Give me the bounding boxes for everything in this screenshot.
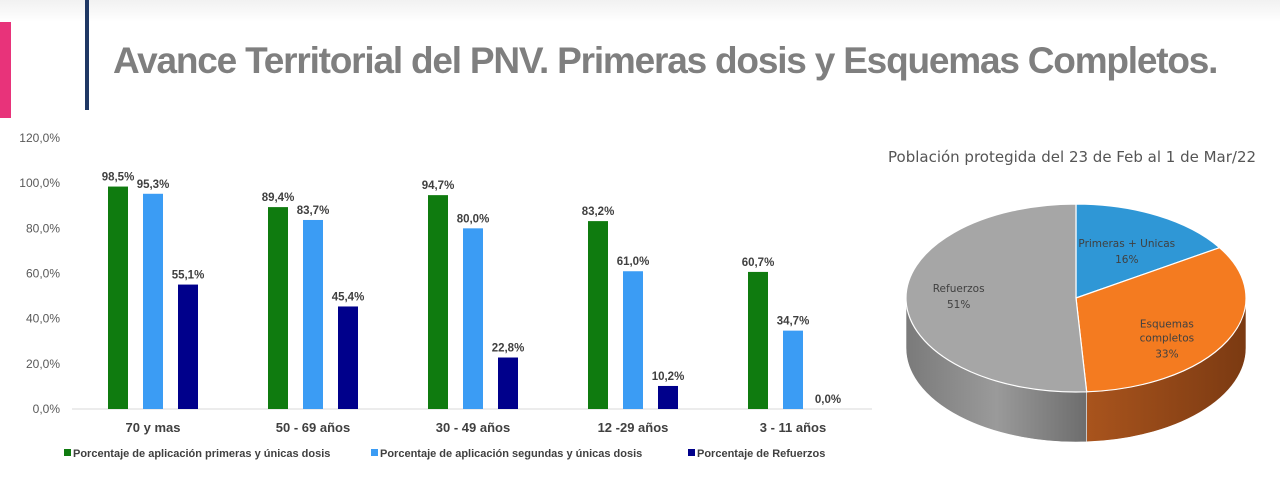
bar-2-4 [623,271,643,409]
data-label: 55,1% [172,270,205,282]
pie-chart-title: Población protegida del 23 de Feb al 1 d… [888,148,1257,166]
legend-swatch [64,449,71,456]
data-label: 22,8% [492,343,525,355]
bar-2-3 [463,228,483,409]
data-label: 83,7% [297,205,330,217]
y-tick-label: 40,0% [26,312,60,326]
category-label: 30 - 49 años [436,420,510,435]
data-label: 60,7% [742,257,775,269]
y-tick-label: 20,0% [26,357,60,371]
category-label: 3 - 11 años [760,420,826,435]
bar-3-4 [658,385,678,409]
title-divider [85,0,89,110]
data-label: 95,3% [137,179,170,191]
bar-3-2 [338,306,358,409]
bar-2-5 [783,330,803,409]
accent-bar [0,22,11,118]
category-label: 50 - 69 años [276,420,350,435]
pie-label: Refuerzos [933,283,985,295]
y-tick-label: 0,0% [33,402,61,416]
data-label: 45,4% [332,291,365,303]
bar-3-3 [498,357,518,409]
legend-swatch [688,449,695,456]
data-label: 98,5% [102,172,135,184]
data-label: 10,2% [652,371,685,383]
bar-chart: 0,0% 20,0% 40,0% 60,0% 80,0% 100,0% 120,0% 98,… [19,131,872,460]
pie-slice-1 [1075,203,1221,299]
bar-2-1 [143,193,163,409]
bar-3-1 [178,284,198,409]
pie-slice-2 [1075,246,1247,393]
pie-percent-label: 51% [947,299,970,311]
bar-1-5 [748,271,768,409]
legend-swatch [371,449,378,456]
data-label: 34,7% [777,316,810,328]
pie-label: Primeras + Unicas [1078,238,1175,250]
data-label: 83,2% [582,206,615,218]
bar-1-4 [588,221,608,409]
category-label: 12 -29 años [598,420,669,435]
pie-chart: Primeras + Unicas 16% Esquemas completos 33%… [905,203,1247,443]
pie-label: completos [1140,333,1194,345]
bar-2-2 [303,219,323,409]
pie-label: Esquemas [1140,319,1194,331]
data-label: 61,0% [617,256,650,268]
data-label: 80,0% [457,213,490,225]
y-tick-label: 60,0% [26,267,60,281]
legend-label: Porcentaje de aplicación segundas y únic… [380,448,642,460]
category-label: 70 y mas [126,420,181,435]
y-tick-label: 80,0% [26,221,60,235]
legend-label: Porcentaje de Refuerzos [697,448,825,460]
bar-1-2 [268,207,288,409]
slide-title: Avance Territorial del PNV. Primeras dos… [113,40,1218,81]
y-tick-label: 100,0% [19,176,60,190]
data-label: 94,7% [422,180,455,192]
legend-label: Porcentaje de aplicación primeras y únic… [73,448,330,460]
data-label: 89,4% [262,192,295,204]
data-label: 0,0% [815,394,841,406]
pie-slice-3 [905,203,1088,393]
bar-1-3 [428,195,448,409]
bar-1-1 [108,186,128,409]
y-tick-label: 120,0% [19,131,60,145]
slide-top-band [0,0,1280,22]
pie-percent-label: 33% [1155,349,1178,361]
pie-percent-label: 16% [1115,254,1138,266]
